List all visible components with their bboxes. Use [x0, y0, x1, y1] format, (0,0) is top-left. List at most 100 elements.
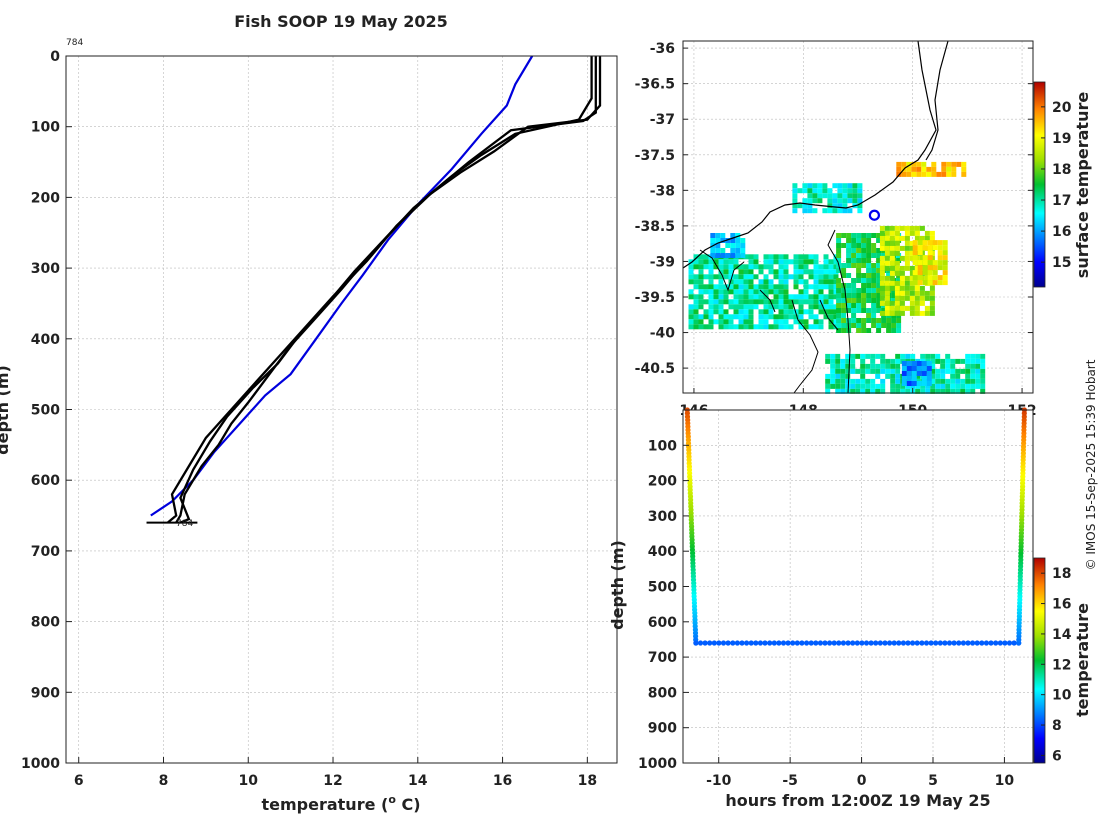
track-x-tick-label: -5: [782, 773, 798, 789]
scatter-point: [1002, 640, 1008, 646]
sst-cell: [788, 304, 794, 310]
sst-cell: [693, 309, 699, 315]
sst-cell: [899, 280, 905, 286]
sst-cell: [837, 188, 843, 194]
sst-cell: [688, 259, 694, 265]
sst-cell: [880, 368, 886, 374]
profile-y-tick-label: 700: [31, 544, 60, 560]
track-y-tick-label: 800: [648, 685, 677, 701]
sst-cell: [875, 368, 881, 374]
sst-cell: [823, 259, 829, 265]
sst-cell: [792, 188, 798, 194]
sst-patch: [792, 183, 863, 214]
sst-cell: [879, 285, 885, 291]
sst-cell: [813, 314, 819, 320]
sst-cell: [896, 318, 902, 323]
sst-cell: [856, 298, 862, 303]
sst-cell: [965, 388, 971, 394]
sst-cell: [832, 193, 838, 199]
sst-cell: [866, 298, 872, 303]
sst-cell: [914, 265, 920, 271]
sst-cell: [802, 188, 808, 194]
sst-cell: [823, 309, 829, 315]
sst-cell: [846, 258, 852, 263]
track-y-tick-label: 900: [648, 721, 677, 737]
sst-cell: [812, 183, 818, 189]
sst-cell: [698, 324, 704, 330]
sst-cell: [793, 299, 799, 305]
sst-cell: [688, 294, 694, 300]
sst-cell: [703, 314, 709, 320]
sst-cell: [861, 303, 867, 308]
sst-cell: [940, 373, 946, 379]
sst-cell: [940, 378, 946, 384]
sst-cell: [932, 245, 938, 251]
sst-cell: [713, 294, 719, 300]
sst-map: -36 -36.5 -37 -37.5 -38 -38.5 -39 -39.5 -40 -40.5…: [635, 40, 1092, 419]
sst-cell: [743, 289, 749, 295]
sst-cell: [876, 278, 882, 283]
sst-cell: [871, 293, 877, 298]
sst-cell: [894, 245, 900, 251]
sst-cell: [728, 274, 734, 280]
sst-cell: [929, 290, 935, 296]
sst-cell: [871, 303, 877, 308]
track-y-ticks: 100 200 300 400 500 600 700 800 900 1000: [638, 438, 689, 772]
sst-cell: [841, 318, 847, 323]
sst-cell: [798, 304, 804, 310]
sst-cell: [950, 358, 956, 364]
sst-cell: [980, 353, 986, 359]
sst-cell: [851, 323, 857, 328]
sst-cell: [855, 378, 861, 384]
sst-cell: [698, 274, 704, 280]
profile-y-tick-label: 200: [31, 190, 60, 206]
sst-cell: [914, 285, 920, 291]
sst-cell: [845, 363, 851, 369]
sst-cell: [836, 258, 842, 263]
sst-cell: [743, 324, 749, 330]
sst-cell: [911, 361, 917, 366]
sst-cell: [841, 308, 847, 313]
profile-x-tick-label: 8: [159, 773, 169, 789]
sst-cell: [723, 284, 729, 290]
sst-cell: [803, 309, 809, 315]
sst-cell: [909, 265, 915, 271]
scatter-point: [974, 640, 980, 646]
sst-cell: [758, 324, 764, 330]
sst-cell: [813, 294, 819, 300]
profile-y-tick-label: 900: [31, 685, 60, 701]
sst-cell: [970, 373, 976, 379]
sst-cell: [940, 388, 946, 394]
sst-cell: [899, 300, 905, 306]
sst-cell: [975, 358, 981, 364]
sst-cell: [725, 238, 731, 243]
sst-cell: [909, 255, 915, 261]
sst-cell: [861, 328, 867, 333]
profile-y-tick-label: 100: [31, 120, 60, 136]
sst-cell: [965, 358, 971, 364]
sst-cell: [718, 279, 724, 285]
sst-cell: [935, 353, 941, 359]
sst-cell: [909, 310, 915, 316]
sst-cell: [833, 264, 839, 270]
scatter-point: [965, 640, 971, 646]
sst-cell: [768, 254, 774, 260]
sst-cell: [713, 274, 719, 280]
sst-cell: [833, 309, 839, 315]
sst-cell: [758, 284, 764, 290]
sst-cell: [758, 299, 764, 305]
sst-cell: [830, 368, 836, 374]
sst-cell: [833, 304, 839, 310]
sst-cell: [728, 299, 734, 305]
sst-cell: [788, 314, 794, 320]
sst-cell: [929, 305, 935, 311]
sst-cell: [841, 288, 847, 293]
sst-cell: [861, 273, 867, 278]
sst-cell: [940, 368, 946, 374]
sst-cell: [920, 353, 926, 359]
sst-cell: [889, 230, 895, 236]
sst-cell: [850, 353, 856, 359]
sst-cell: [884, 280, 890, 286]
sst-cell: [899, 225, 905, 231]
sst-cell: [718, 289, 724, 295]
